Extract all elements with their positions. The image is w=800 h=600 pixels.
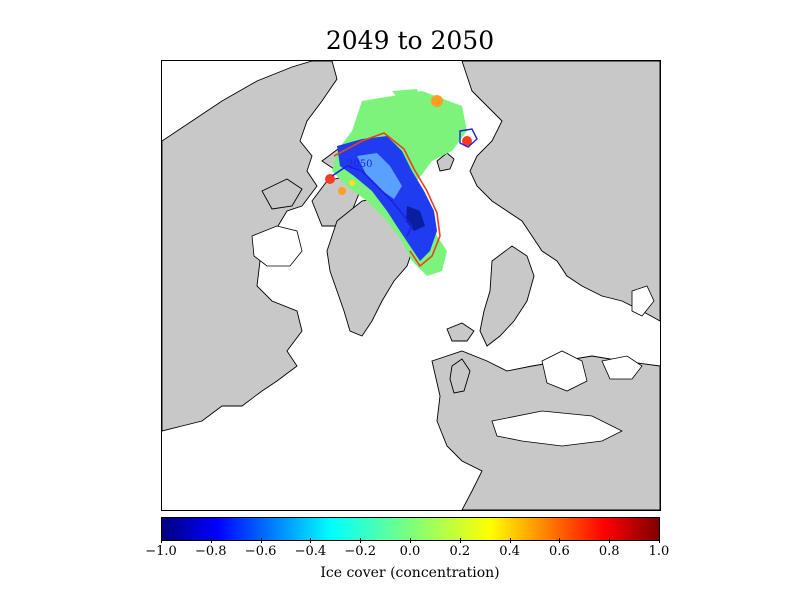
- colorbar-tick-label: −0.2: [344, 544, 376, 559]
- colorbar-tick: [360, 538, 362, 543]
- contour-blue: [331, 165, 413, 237]
- colorbar-tick-label: 0.0: [399, 544, 421, 559]
- land-iceland: [446, 322, 475, 342]
- colorbar-label: Ice cover (concentration): [320, 565, 500, 581]
- arctic-map-svg: 2050: [162, 61, 660, 510]
- colorbar-tick-label: −0.8: [195, 544, 227, 559]
- colorbar-tick-label: 0.2: [449, 544, 471, 559]
- colorbar-tick-label: −0.4: [294, 544, 327, 559]
- polar-map: 2050: [161, 60, 661, 511]
- water-caspian: [631, 285, 655, 317]
- water-hudson-bay: [251, 225, 303, 267]
- colorbar-tick: [310, 538, 312, 543]
- colorbar-tick: [459, 538, 461, 543]
- colorbar-tick: [659, 538, 660, 543]
- ice-zone-neutral-2: [392, 89, 420, 103]
- contour-label: 2050: [347, 159, 372, 170]
- colorbar-tick-label: −1.0: [145, 544, 177, 559]
- land-north-america: [162, 61, 338, 432]
- water-mediterranean: [491, 410, 623, 447]
- water-baltic: [541, 350, 588, 392]
- land-victoria-island: [261, 178, 303, 210]
- land-uk: [449, 358, 471, 394]
- colorbar-gradient: [162, 518, 659, 540]
- colorbar-tick: [260, 538, 262, 543]
- colorbar-tick: [410, 538, 411, 543]
- ice-zone-decrease: [337, 136, 437, 261]
- map-title: 2049 to 2050: [325, 26, 495, 55]
- colorbar-tick-label: 0.8: [598, 544, 620, 559]
- contour-blue-small: [459, 128, 478, 148]
- inland-water: [251, 225, 655, 447]
- colorbar-tick: [609, 538, 611, 543]
- ice-contours: [331, 128, 478, 268]
- colorbar-tick-label: 0.6: [549, 544, 570, 559]
- contour-red: [333, 132, 441, 268]
- colorbar-tick: [509, 538, 511, 543]
- colorbar-tick-label: 0.4: [499, 544, 520, 559]
- colorbar-tick: [559, 538, 561, 543]
- colorbar-tick-label: 1.0: [648, 544, 670, 559]
- colorbar-tick: [161, 538, 162, 543]
- colorbar-tick: [210, 538, 212, 543]
- colorbar-tick-label: −0.6: [244, 544, 277, 559]
- ice-zone-decrease-light: [357, 153, 402, 199]
- land-masses: [162, 61, 660, 510]
- ice-change-field: [325, 89, 472, 276]
- land-svalbard: [436, 152, 455, 172]
- land-scandinavia: [479, 245, 535, 347]
- colorbar-ticks: [161, 538, 660, 546]
- water-black-sea: [601, 355, 643, 380]
